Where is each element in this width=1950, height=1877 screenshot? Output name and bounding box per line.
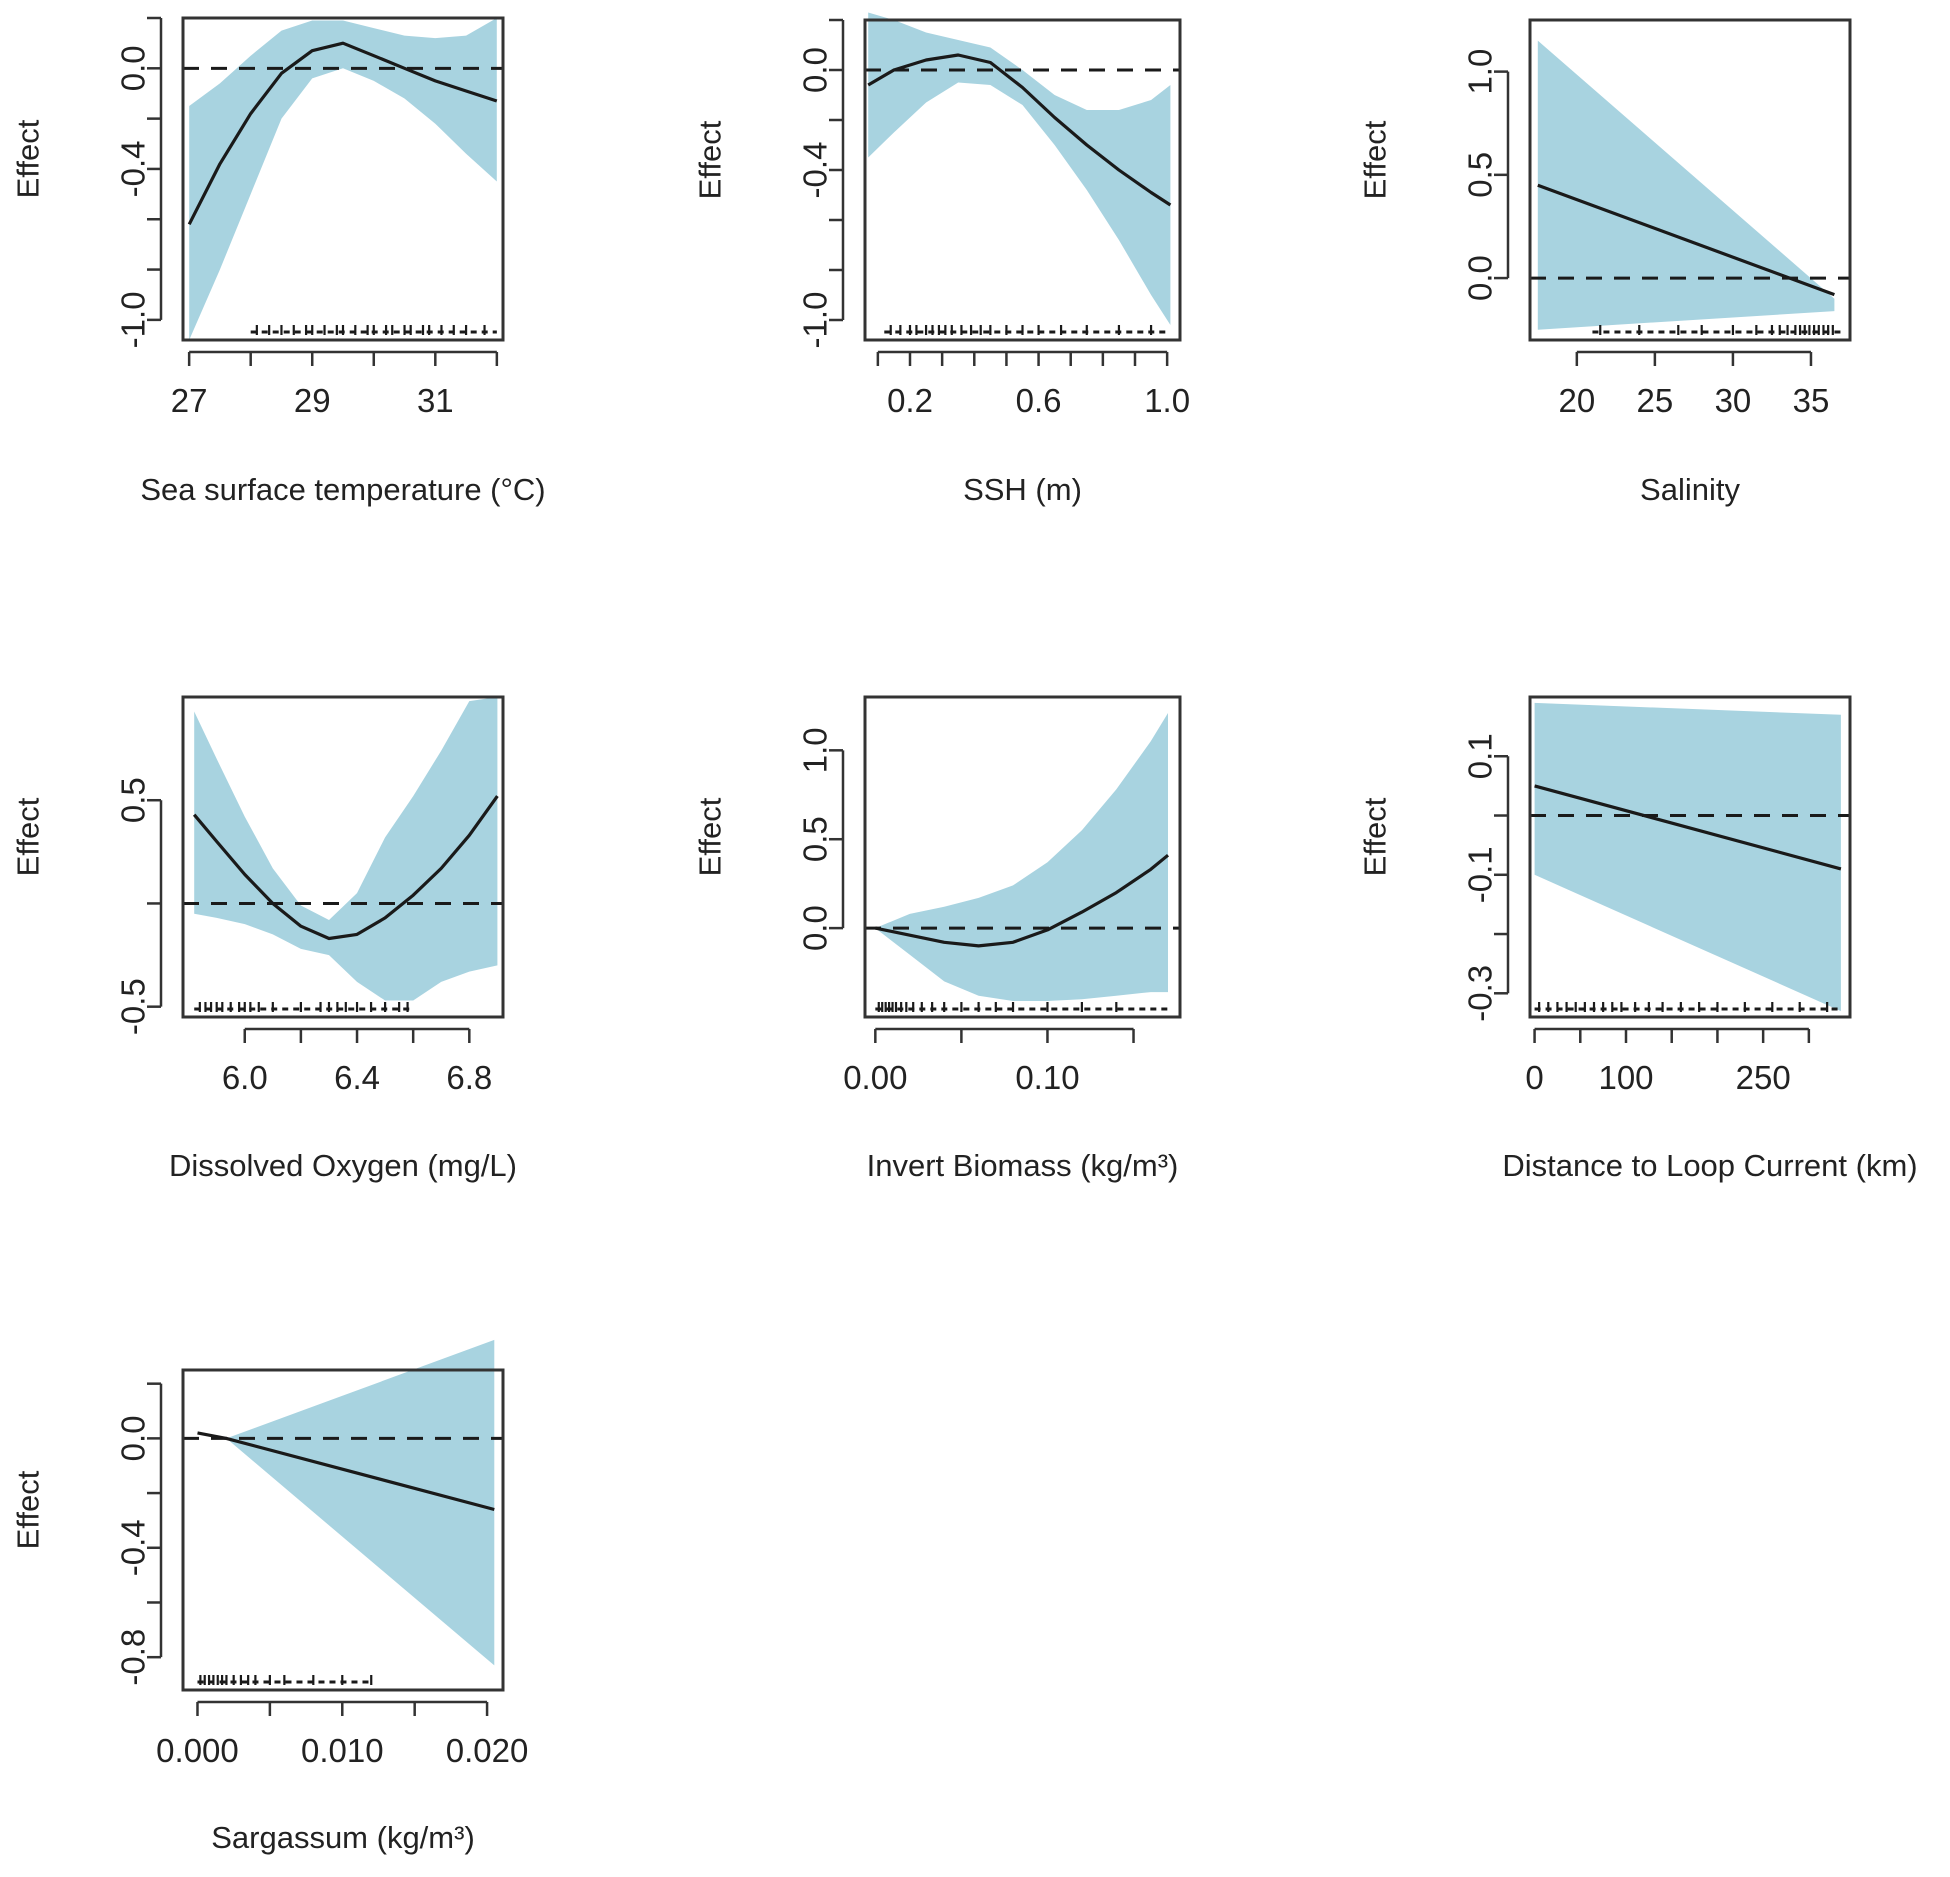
x-tick-label: 0.020 <box>446 1732 529 1769</box>
x-tick-label: 0.2 <box>887 382 933 419</box>
confidence-band <box>197 1339 495 1666</box>
x-tick-label: 25 <box>1637 382 1674 419</box>
x-axis-title: Salinity <box>1640 472 1740 507</box>
x-tick-label: 30 <box>1715 382 1752 419</box>
y-tick-label: 1.0 <box>797 727 834 773</box>
y-axis-title: Effect <box>1358 120 1393 199</box>
y-tick-label: 0.0 <box>797 905 834 951</box>
panel-ssh: 0.2 0.6 1.0 -1.0 -0.4 0.0 SSH (m) Effect <box>693 12 1190 507</box>
y-axis-title: Effect <box>11 797 46 876</box>
y-axis-title: Effect <box>11 1470 46 1549</box>
panel-loop: 0 100 250 -0.3 -0.1 0.1 Distance to Loop Curre… <box>1358 695 1918 1183</box>
panel-sal: 20 25 30 35 0.0 0.5 1.0 Salinity Effect <box>1358 18 1852 507</box>
confidence-band <box>1537 40 1835 330</box>
x-tick-label: 6.4 <box>334 1059 380 1096</box>
y-tick-label: 0.1 <box>1462 733 1499 779</box>
y-tick-label: 0.5 <box>115 777 152 823</box>
panel-sst: 27 29 31 -1.0 -0.4 0.0 Sea surface temperature… <box>11 16 546 507</box>
x-axis-title: Sea surface temperature (°C) <box>140 472 545 507</box>
plot-frame <box>1528 18 1852 342</box>
effect-line <box>187 41 498 226</box>
x-tick-label: 6.8 <box>446 1059 492 1096</box>
y-tick-label: 0.0 <box>1462 255 1499 301</box>
effect-line <box>874 853 1170 948</box>
plot-frame <box>181 695 505 1019</box>
confidence-band <box>1534 702 1841 1012</box>
x-axis-title: Dissolved Oxygen (mg/L) <box>169 1148 517 1183</box>
y-tick-label: -0.3 <box>1462 965 1499 1022</box>
x-tick-label: 100 <box>1598 1059 1653 1096</box>
plot-frame <box>1528 695 1852 1019</box>
effect-line <box>867 53 1172 207</box>
y-axis-title: Effect <box>1358 797 1393 876</box>
y-tick-label: 0.5 <box>797 816 834 862</box>
y-tick-label: 0.0 <box>797 47 834 93</box>
x-tick-label: 0.000 <box>156 1732 239 1769</box>
x-tick-label: 0.010 <box>301 1732 384 1769</box>
y-tick-label: 0.0 <box>115 45 152 91</box>
y-tick-label: -1.0 <box>115 291 152 348</box>
x-tick-label: 1.0 <box>1144 382 1190 419</box>
x-axis-title: Invert Biomass (kg/m³) <box>867 1148 1179 1183</box>
effect-line <box>1534 784 1842 871</box>
x-axis-title: Distance to Loop Current (km) <box>1502 1148 1917 1183</box>
x-tick-label: 29 <box>294 382 331 419</box>
x-tick-label: 20 <box>1558 382 1595 419</box>
y-tick-label: 0.5 <box>1462 152 1499 198</box>
x-tick-label: 250 <box>1736 1059 1791 1096</box>
plot-frame <box>181 1368 505 1692</box>
panel-sarg: 0.000 0.010 0.020 -0.8 -0.4 0.0 Sargassum (kg/… <box>11 1339 529 1855</box>
confidence-band <box>875 713 1168 1001</box>
x-axis-title: Sargassum (kg/m³) <box>211 1820 475 1855</box>
y-tick-label: -0.5 <box>115 978 152 1035</box>
x-tick-label: 0.6 <box>1016 382 1062 419</box>
effect-line <box>192 795 499 941</box>
x-tick-label: 35 <box>1793 382 1830 419</box>
confidence-band <box>868 12 1171 325</box>
x-tick-label: 6.0 <box>222 1059 268 1096</box>
y-tick-label: 1.0 <box>1462 49 1499 95</box>
x-tick-label: 0.00 <box>843 1059 907 1096</box>
y-tick-label: -0.4 <box>797 142 834 199</box>
panel-inv: 0.00 0.10 0.0 0.5 1.0 Invert Biomass (kg/m³) E… <box>693 695 1182 1183</box>
y-axis-title: Effect <box>693 120 728 199</box>
x-tick-label: 0 <box>1525 1059 1543 1096</box>
confidence-band <box>194 697 498 1001</box>
x-tick-label: 31 <box>417 382 454 419</box>
confidence-band <box>189 18 497 340</box>
plot-frame <box>863 18 1182 342</box>
y-tick-label: -0.8 <box>115 1629 152 1686</box>
effect-line <box>1537 183 1835 297</box>
y-tick-label: -0.4 <box>115 1519 152 1576</box>
panel-do: 6.0 6.4 6.8 -0.5 0.5 Dissolved Oxygen (mg/L) E… <box>11 695 517 1183</box>
y-axis-title: Effect <box>693 797 728 876</box>
y-tick-label: 0.0 <box>115 1415 152 1461</box>
y-tick-label: -0.4 <box>115 141 152 198</box>
y-tick-label: -0.1 <box>1462 846 1499 903</box>
effect-line <box>197 1431 495 1512</box>
x-axis-title: SSH (m) <box>963 472 1082 507</box>
x-tick-label: 27 <box>171 382 208 419</box>
plot-frame <box>863 695 1182 1019</box>
y-tick-label: -1.0 <box>797 292 834 349</box>
y-axis-title: Effect <box>11 119 46 198</box>
x-tick-label: 0.10 <box>1015 1059 1079 1096</box>
plot-frame <box>181 16 505 342</box>
